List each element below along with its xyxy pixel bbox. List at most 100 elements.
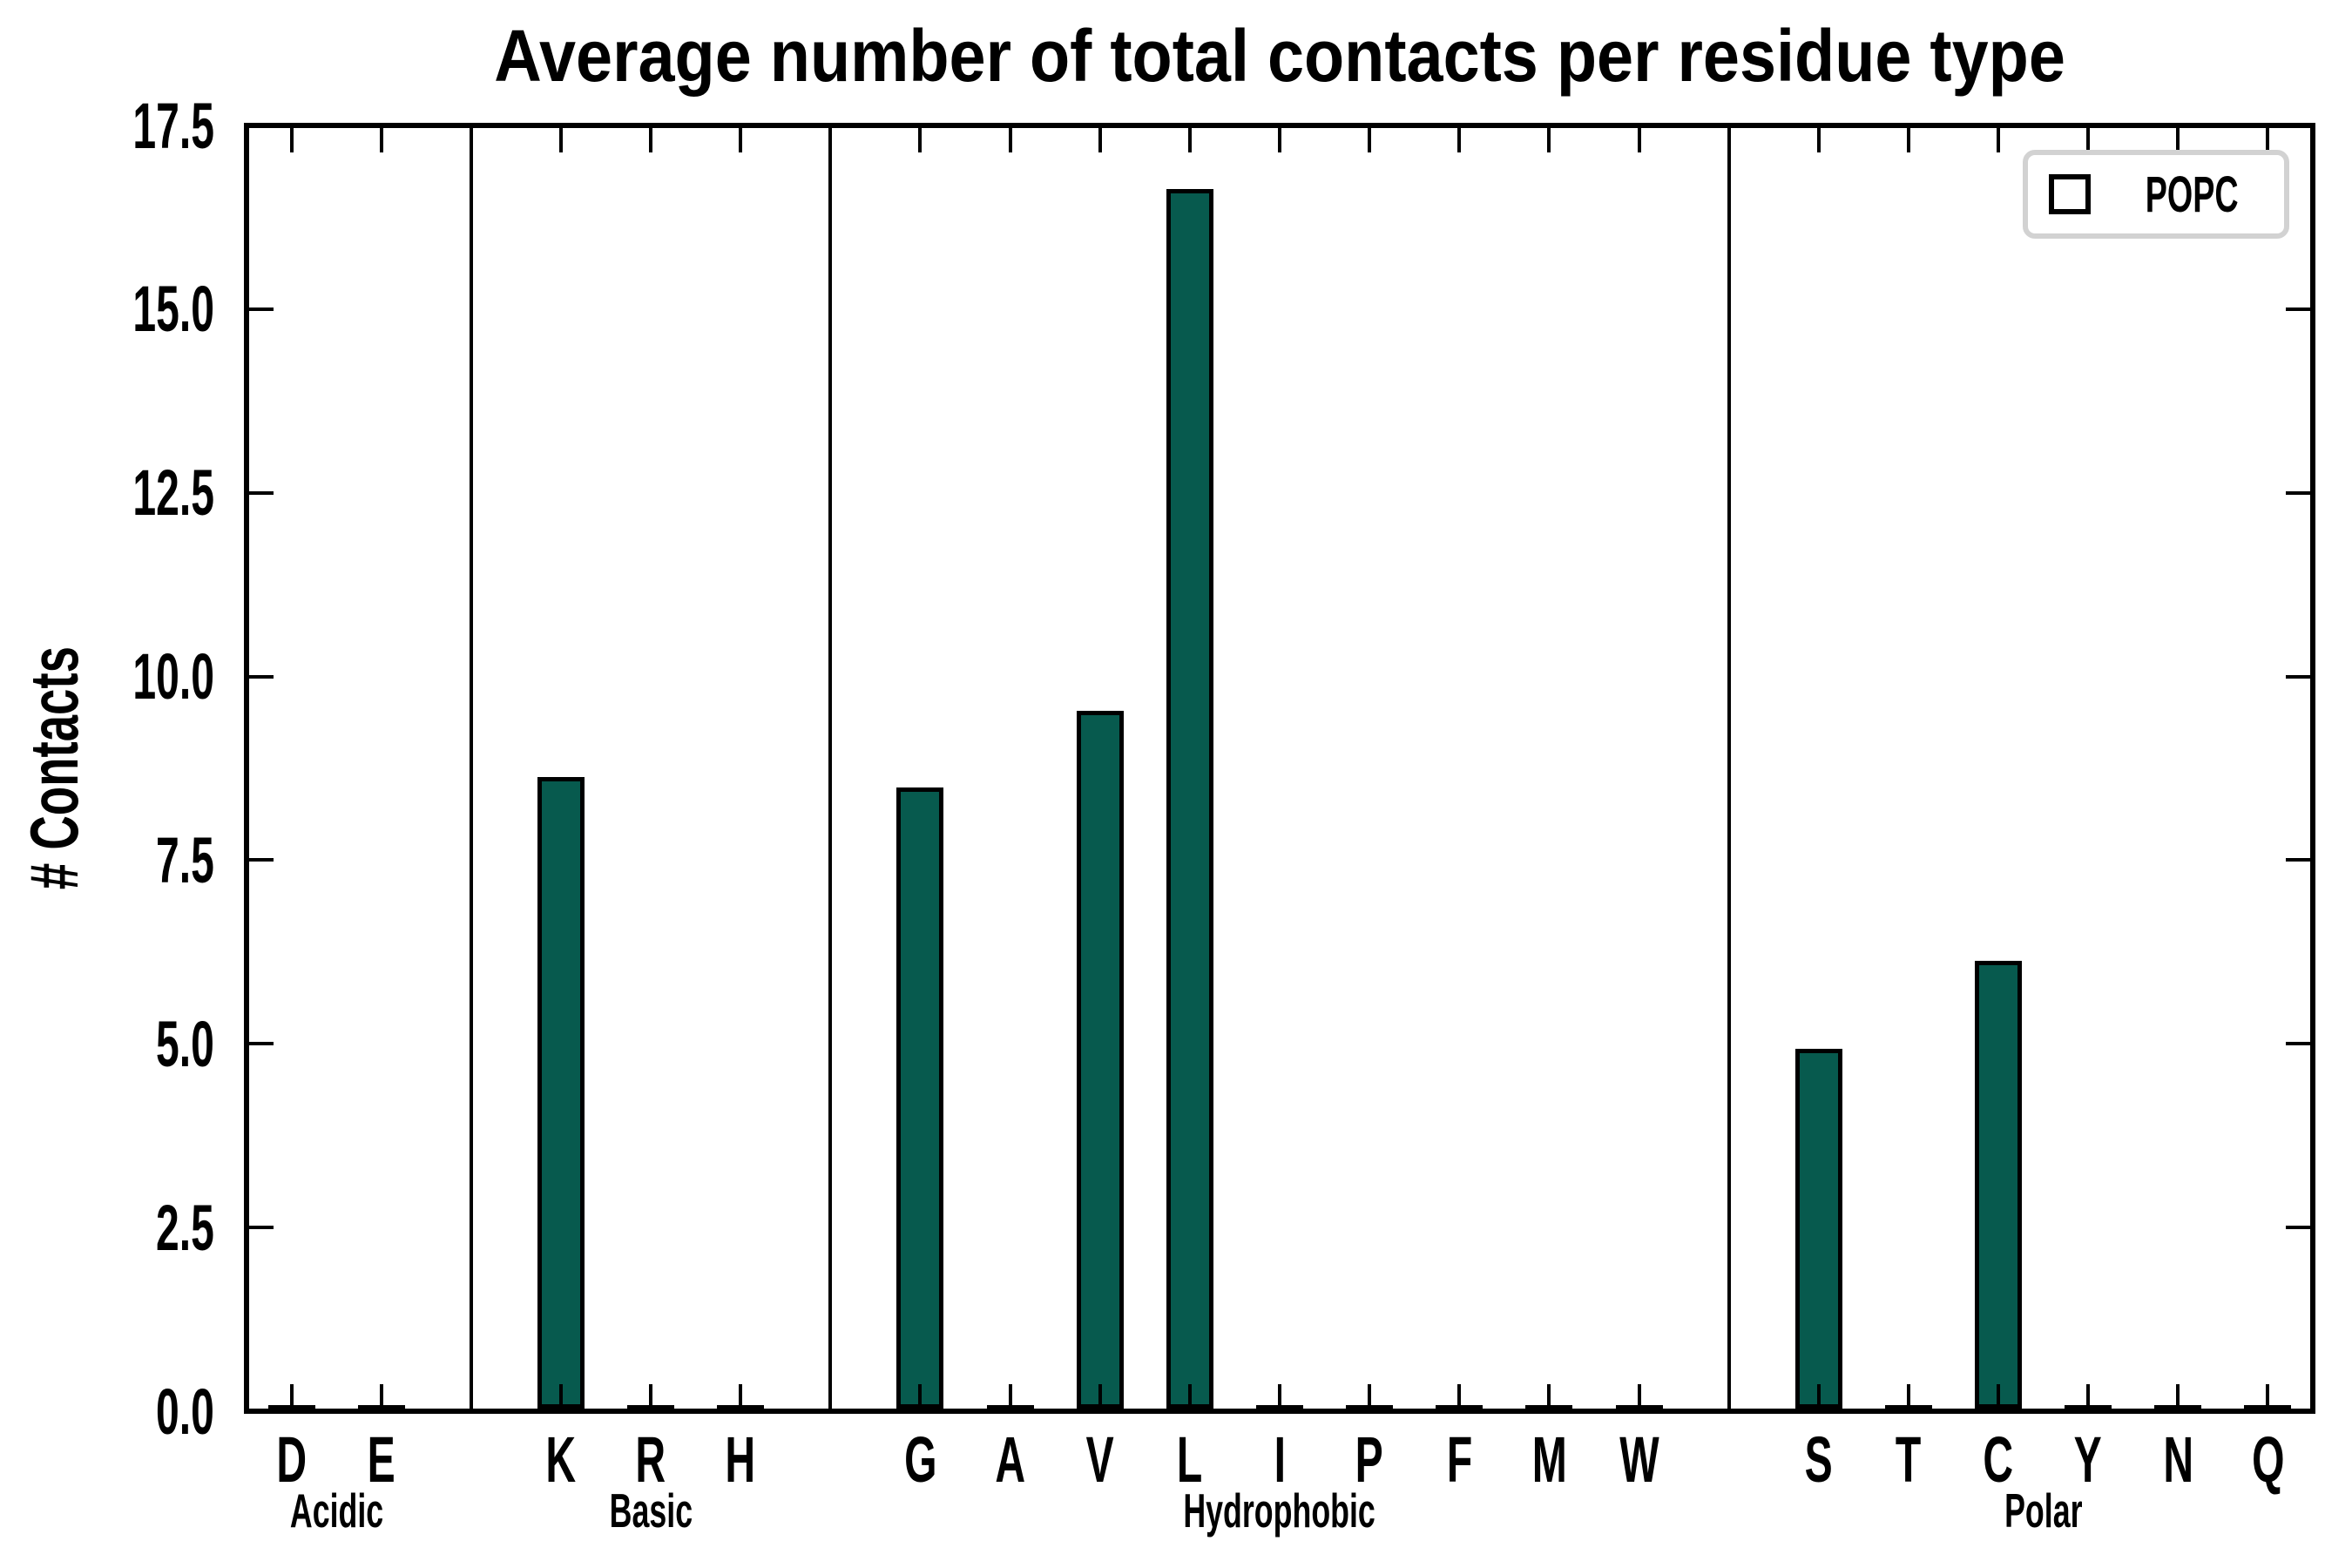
legend-swatch-popc [2049, 174, 2091, 214]
y-tick-right-10.0 [2286, 674, 2310, 679]
x-tick-label-K: K [545, 1423, 577, 1496]
x-tick-label-M: M [1531, 1423, 1567, 1496]
x-tick-label-D: D [276, 1423, 307, 1496]
y-tick-right-15.0 [2286, 307, 2310, 311]
y-axis-label: # Contacts [15, 646, 92, 890]
x-tick-bottom-C [1997, 1384, 2001, 1409]
y-tick-label-5.0: 5.0 [156, 1007, 214, 1080]
bar-K [537, 776, 585, 1409]
legend-label: POPC [2145, 166, 2239, 223]
x-tick-label-F: F [1446, 1423, 1472, 1496]
x-tick-top-G [918, 128, 923, 152]
x-tick-bottom-S [1816, 1384, 1821, 1409]
y-tick-label-10.0: 10.0 [132, 640, 214, 713]
y-tick-left-5.0 [249, 1042, 274, 1046]
x-tick-label-I: I [1274, 1423, 1286, 1496]
x-tick-bottom-N [2176, 1384, 2180, 1409]
x-tick-top-K [558, 128, 563, 152]
y-tick-label-15.0: 15.0 [132, 273, 214, 346]
x-tick-label-C: C [1983, 1423, 2014, 1496]
x-tick-top-W [1637, 128, 1641, 152]
x-tick-label-G: G [903, 1423, 937, 1496]
x-tick-top-I [1278, 128, 1281, 152]
group-label-Hydrophobic: Hydrophobic [1183, 1484, 1376, 1538]
x-tick-bottom-A [1008, 1384, 1012, 1409]
x-tick-top-N [2176, 128, 2180, 152]
x-tick-bottom-I [1278, 1384, 1281, 1409]
y-tick-label-2.5: 2.5 [156, 1191, 214, 1264]
x-tick-label-L: L [1177, 1423, 1203, 1496]
x-tick-label-R: R [635, 1423, 666, 1496]
x-tick-bottom-D [289, 1384, 294, 1409]
x-tick-top-Y [2086, 128, 2091, 152]
y-tick-left-10.0 [249, 674, 274, 679]
x-tick-bottom-E [379, 1384, 383, 1409]
chart-title: Average number of total contacts per res… [494, 14, 2065, 97]
x-tick-label-P: P [1355, 1423, 1384, 1496]
x-tick-top-R [649, 128, 653, 152]
x-tick-bottom-T [1906, 1384, 1910, 1409]
x-tick-label-H: H [725, 1423, 756, 1496]
x-tick-bottom-F [1457, 1384, 1462, 1409]
x-tick-label-E: E [367, 1423, 395, 1496]
bar-S [1794, 1048, 1842, 1409]
x-tick-top-Q [2266, 128, 2270, 152]
x-tick-bottom-L [1187, 1384, 1192, 1409]
x-tick-bottom-Y [2086, 1384, 2091, 1409]
x-tick-top-T [1906, 128, 1910, 152]
x-tick-bottom-G [918, 1384, 923, 1409]
y-tick-label-17.5: 17.5 [132, 89, 214, 162]
x-tick-label-Y: Y [2074, 1423, 2103, 1496]
y-tick-left-15.0 [249, 307, 274, 311]
x-tick-top-A [1008, 128, 1012, 152]
bar-V [1076, 710, 1124, 1409]
x-tick-bottom-Q [2266, 1384, 2270, 1409]
bar-C [1975, 960, 2023, 1409]
x-tick-label-V: V [1085, 1423, 1114, 1496]
bar-G [896, 787, 944, 1409]
y-tick-left-0.0 [249, 1409, 274, 1413]
x-tick-bottom-H [739, 1384, 743, 1409]
y-tick-label-7.5: 7.5 [156, 823, 214, 896]
y-tick-left-7.5 [249, 858, 274, 862]
x-tick-top-H [739, 128, 743, 152]
y-tick-right-0.0 [2286, 1409, 2310, 1413]
x-tick-top-C [1997, 128, 2001, 152]
x-tick-top-V [1098, 128, 1102, 152]
group-divider [469, 128, 473, 1409]
x-tick-label-S: S [1804, 1423, 1833, 1496]
y-tick-right-12.5 [2286, 490, 2310, 495]
x-tick-bottom-W [1637, 1384, 1641, 1409]
group-divider [828, 128, 833, 1409]
x-tick-label-W: W [1619, 1423, 1659, 1496]
x-tick-top-P [1368, 128, 1372, 152]
y-tick-left-17.5 [249, 124, 274, 127]
x-tick-top-M [1547, 128, 1551, 152]
group-divider [1727, 128, 1731, 1409]
y-tick-right-5.0 [2286, 1042, 2310, 1046]
y-tick-right-17.5 [2286, 124, 2310, 127]
y-tick-right-2.5 [2286, 1226, 2310, 1230]
y-tick-label-12.5: 12.5 [132, 456, 214, 530]
x-tick-bottom-K [558, 1384, 563, 1409]
group-label-Polar: Polar [2004, 1484, 2083, 1538]
x-tick-bottom-M [1547, 1384, 1551, 1409]
x-tick-top-F [1457, 128, 1462, 152]
y-tick-right-7.5 [2286, 858, 2310, 862]
x-tick-top-D [289, 128, 294, 152]
x-tick-top-E [379, 128, 383, 152]
y-tick-left-12.5 [249, 490, 274, 495]
x-tick-label-Q: Q [2251, 1423, 2285, 1496]
legend: POPC [2023, 150, 2289, 239]
group-label-Basic: Basic [609, 1484, 693, 1538]
x-tick-label-T: T [1896, 1423, 1922, 1496]
y-tick-label-0.0: 0.0 [156, 1375, 214, 1448]
y-tick-left-2.5 [249, 1226, 274, 1230]
x-tick-label-A: A [995, 1423, 1025, 1496]
bar-L [1166, 188, 1213, 1409]
x-tick-top-S [1816, 128, 1821, 152]
x-tick-label-N: N [2162, 1423, 2193, 1496]
group-label-Acidic: Acidic [289, 1484, 383, 1538]
x-tick-bottom-P [1368, 1384, 1372, 1409]
